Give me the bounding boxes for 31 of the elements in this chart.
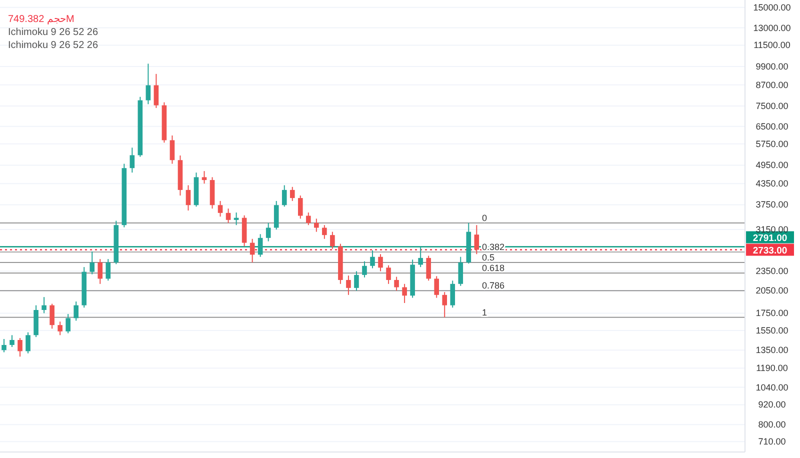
y-tick-label: 1190.00 xyxy=(756,363,788,374)
y-tick-label: 13000.00 xyxy=(753,22,791,33)
y-tick-label: 710.00 xyxy=(758,436,786,447)
ref-line-label: 2733.00 xyxy=(752,246,788,257)
annotation: Ichimoku 9 26 52 26 xyxy=(8,40,98,51)
y-tick-label: 6500.00 xyxy=(756,121,788,132)
y-tick-label: 2050.00 xyxy=(756,286,788,296)
y-tick-label: 15000.00 xyxy=(753,2,791,12)
y-tick-label: 8700.00 xyxy=(756,80,788,90)
y-tick-label: 2350.00 xyxy=(756,266,788,276)
y-tick-label: 1550.00 xyxy=(756,325,788,336)
y-tick-label: 4350.00 xyxy=(756,178,788,189)
y-tick-label: 1040.00 xyxy=(756,382,788,392)
y-tick-label: 5750.00 xyxy=(756,138,788,149)
y-tick-label: 800.00 xyxy=(758,420,786,430)
y-tick-label: 1350.00 xyxy=(756,345,788,356)
y-tick-label: 4950.00 xyxy=(756,160,788,170)
y-tick-label: 920.00 xyxy=(758,400,786,410)
annotation: 1 xyxy=(482,307,488,318)
y-tick-label: 11500.00 xyxy=(754,40,790,50)
y-tick-label: 3750.00 xyxy=(756,200,788,210)
y-tick-label: 9900.00 xyxy=(756,62,788,72)
annotation: 0 xyxy=(482,212,488,223)
annotation: 0.618 xyxy=(482,263,505,274)
annotation: حجم 749.382M xyxy=(8,14,74,25)
ref-line-label: 2791.00 xyxy=(752,233,788,244)
y-tick-label: 7500.00 xyxy=(756,101,788,112)
y-tick-label: 1750.00 xyxy=(756,308,788,318)
annotation: 0.5 xyxy=(482,252,495,262)
annotation: 0.786 xyxy=(482,280,505,291)
annotation: Ichimoku 9 26 52 26 xyxy=(8,27,98,38)
